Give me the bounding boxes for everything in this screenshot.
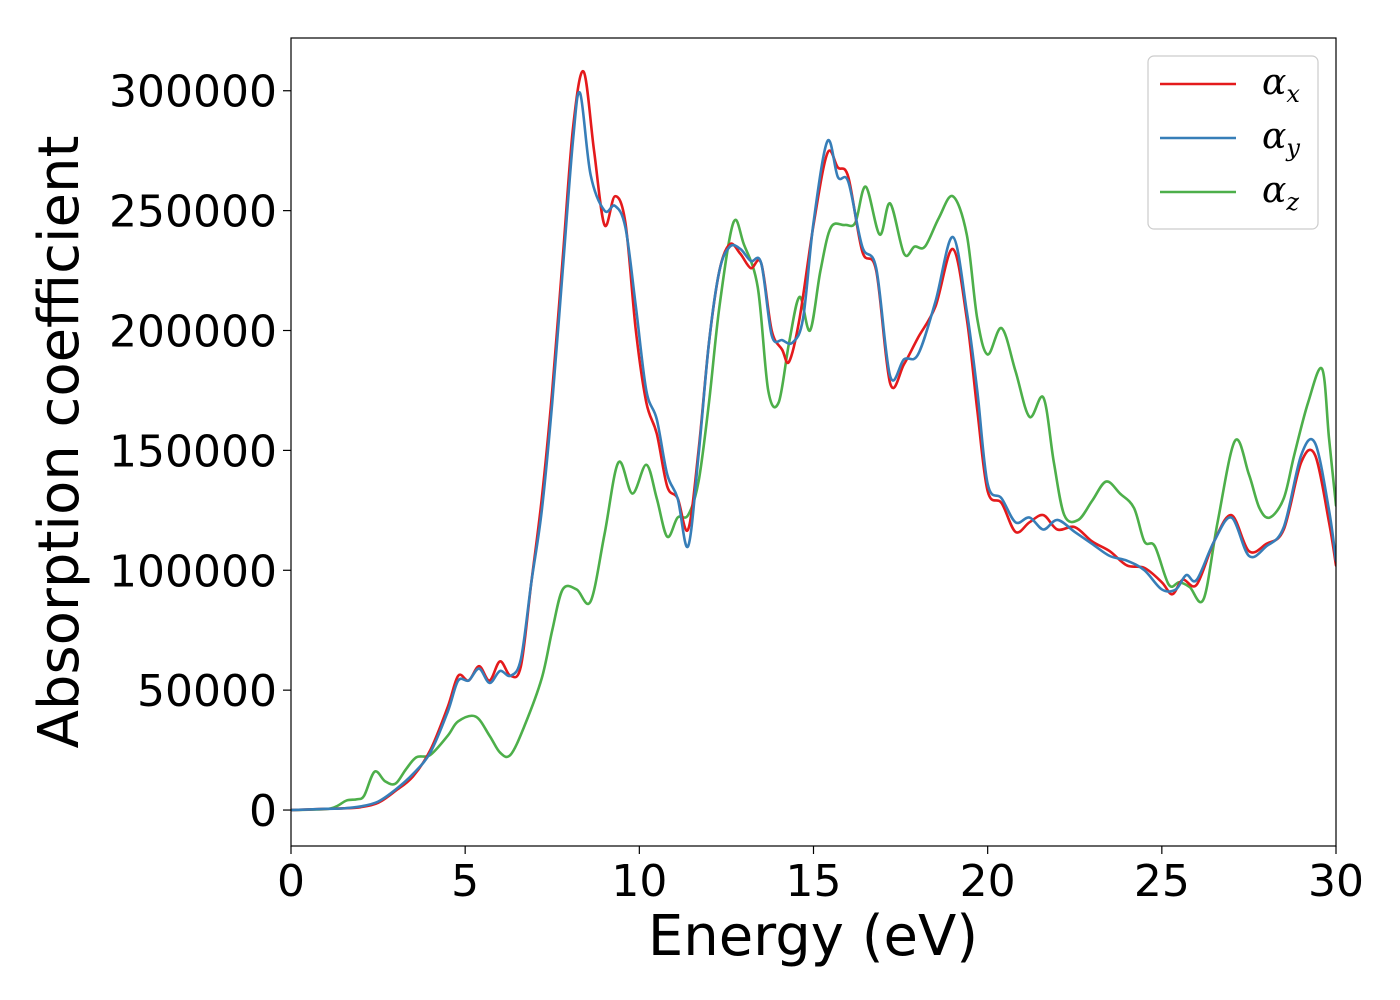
x-tick-label: 5 <box>451 856 479 907</box>
x-tick-label: 0 <box>277 856 305 907</box>
legend-box <box>1147 55 1319 230</box>
series-layer <box>291 70 1336 812</box>
y-tick-label: 50000 <box>137 666 277 717</box>
x-axis: 0 5 10 15 20 25 30 <box>277 846 1364 907</box>
y-tick-label: 150000 <box>109 426 277 477</box>
x-tick-label: 30 <box>1308 856 1364 907</box>
y-tick-label: 200000 <box>109 307 277 358</box>
y-axis: 0 50000 100000 150000 200000 250000 300000 <box>109 67 291 837</box>
y-axis-title: Absorption coefficient <box>27 136 92 749</box>
series-line-z <box>291 185 1336 812</box>
y-tick-label: 300000 <box>109 67 277 118</box>
y-tick-label: 0 <box>249 786 277 837</box>
y-tick-label: 250000 <box>109 187 277 238</box>
x-tick-label: 20 <box>960 856 1016 907</box>
x-tick-label: 25 <box>1134 856 1190 907</box>
x-axis-title: Energy (eV) <box>648 904 978 969</box>
x-tick-label: 10 <box>611 856 667 907</box>
y-tick-label: 100000 <box>109 546 277 597</box>
legend-label-y: αy <box>1262 116 1300 162</box>
series-line-y <box>291 90 1336 812</box>
legend: αx αy αz <box>1147 55 1319 230</box>
legend-label-x: αx <box>1262 62 1300 108</box>
legend-label-z: αz <box>1262 170 1299 216</box>
x-tick-label: 15 <box>786 856 842 907</box>
